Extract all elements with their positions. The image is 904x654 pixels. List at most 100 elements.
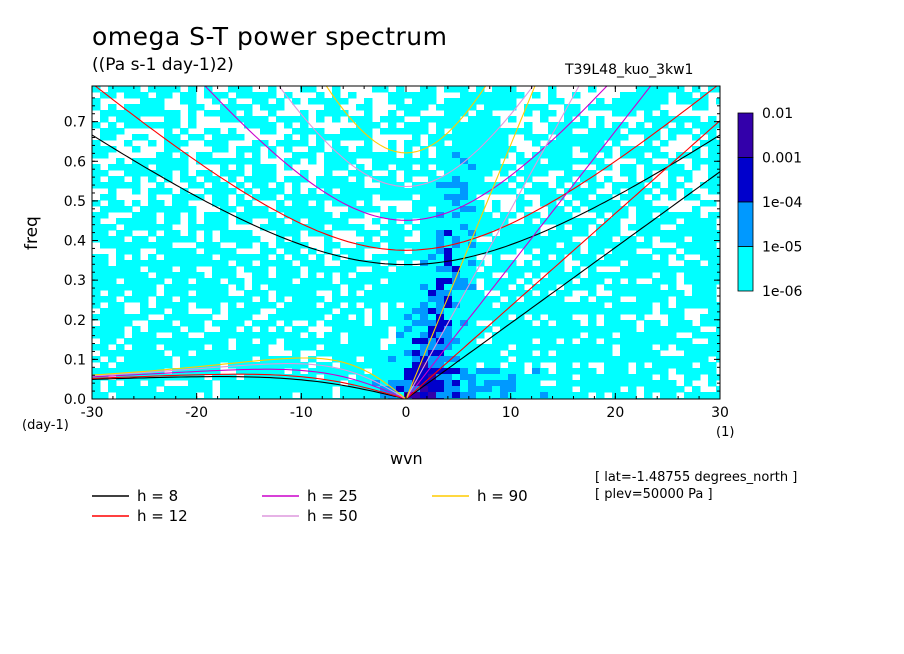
heat-cell [620,362,629,369]
heat-cell [692,374,701,381]
heat-cell [268,110,277,117]
heat-cell [564,338,573,345]
heat-cell [220,254,229,261]
heat-cell [612,134,621,141]
heat-cell [292,230,301,237]
heat-cell [540,290,549,297]
heat-cell [500,278,509,285]
heat-cell [612,302,621,309]
heat-cell [612,218,621,225]
heat-cell [380,332,389,339]
heat-cell [588,260,597,267]
heat-cell [284,260,293,267]
heat-cell [436,386,445,393]
heat-cell [492,332,501,339]
heat-cell [260,140,269,147]
heat-cell [356,362,365,369]
heat-cell [636,86,645,93]
heat-cell [436,230,445,237]
heat-cell [516,242,525,249]
heat-cell [700,284,709,291]
heat-cell [316,230,325,237]
heat-cell [492,248,501,255]
heat-cell [468,218,477,225]
heat-cell [596,158,605,165]
heat-cell [484,152,493,159]
heat-cell [396,386,405,393]
heat-cell [668,212,677,219]
heat-cell [524,128,533,135]
heat-cell [532,182,541,189]
heat-cell [540,386,549,393]
heat-cell [452,188,461,195]
heat-cell [220,320,229,327]
colorbar-label: 1e-06 [762,284,802,300]
heat-cell [628,254,637,261]
heat-cell [260,170,269,177]
heat-cell [116,362,125,369]
heat-cell [588,86,597,93]
heat-cell [396,338,405,345]
heat-cell [444,362,453,369]
heat-cell [396,212,405,219]
heat-cell [540,350,549,357]
heat-cell [564,320,573,327]
heat-cell [476,122,485,129]
heat-cell [124,92,133,99]
heat-cell [572,122,581,129]
heat-cell [572,326,581,333]
heat-cell [692,386,701,393]
heat-cell [428,140,437,147]
heat-cell [612,272,621,279]
heat-cell [628,284,637,291]
heat-cell [324,134,333,141]
heat-cell [388,218,397,225]
heat-cell [204,140,213,147]
heat-cell [148,254,157,261]
heat-cell [108,242,117,249]
heat-cell [588,338,597,345]
colorbar-label: 0.01 [762,106,793,122]
heat-cell [332,356,341,363]
heat-cell [268,212,277,219]
heat-cell [116,236,125,243]
heat-cell [500,290,509,297]
heat-cell [420,218,429,225]
heat-cell [396,224,405,231]
heat-cell [460,104,469,111]
heat-cell [396,116,405,123]
heat-cell [324,236,333,243]
heat-cell [644,308,653,315]
heat-cell [620,248,629,255]
heat-cell [548,122,557,129]
heat-cell [172,146,181,153]
heat-cell [108,302,117,309]
heat-cell [692,152,701,159]
heat-cell [564,134,573,141]
heat-cell [476,200,485,207]
heat-cell [684,326,693,333]
heat-cell [500,248,509,255]
heat-cell [220,248,229,255]
heat-cell [524,338,533,345]
heat-cell [276,386,285,393]
heat-cell [436,290,445,297]
heat-cell [340,212,349,219]
heat-cell [596,104,605,111]
heat-cell [524,374,533,381]
heat-cell [420,212,429,219]
heat-cell [708,158,717,165]
heat-cell [316,212,325,219]
legend-label-h50: h = 50 [307,507,358,525]
heat-cell [164,236,173,243]
heat-cell [364,110,373,117]
heat-cell [356,224,365,231]
heat-cell [332,302,341,309]
heat-cell [284,248,293,255]
heat-cell [428,380,437,387]
heat-cell [508,296,517,303]
heat-cell [580,344,589,351]
heat-cell [500,242,509,249]
heat-cell [292,182,301,189]
heat-cell [492,386,501,393]
